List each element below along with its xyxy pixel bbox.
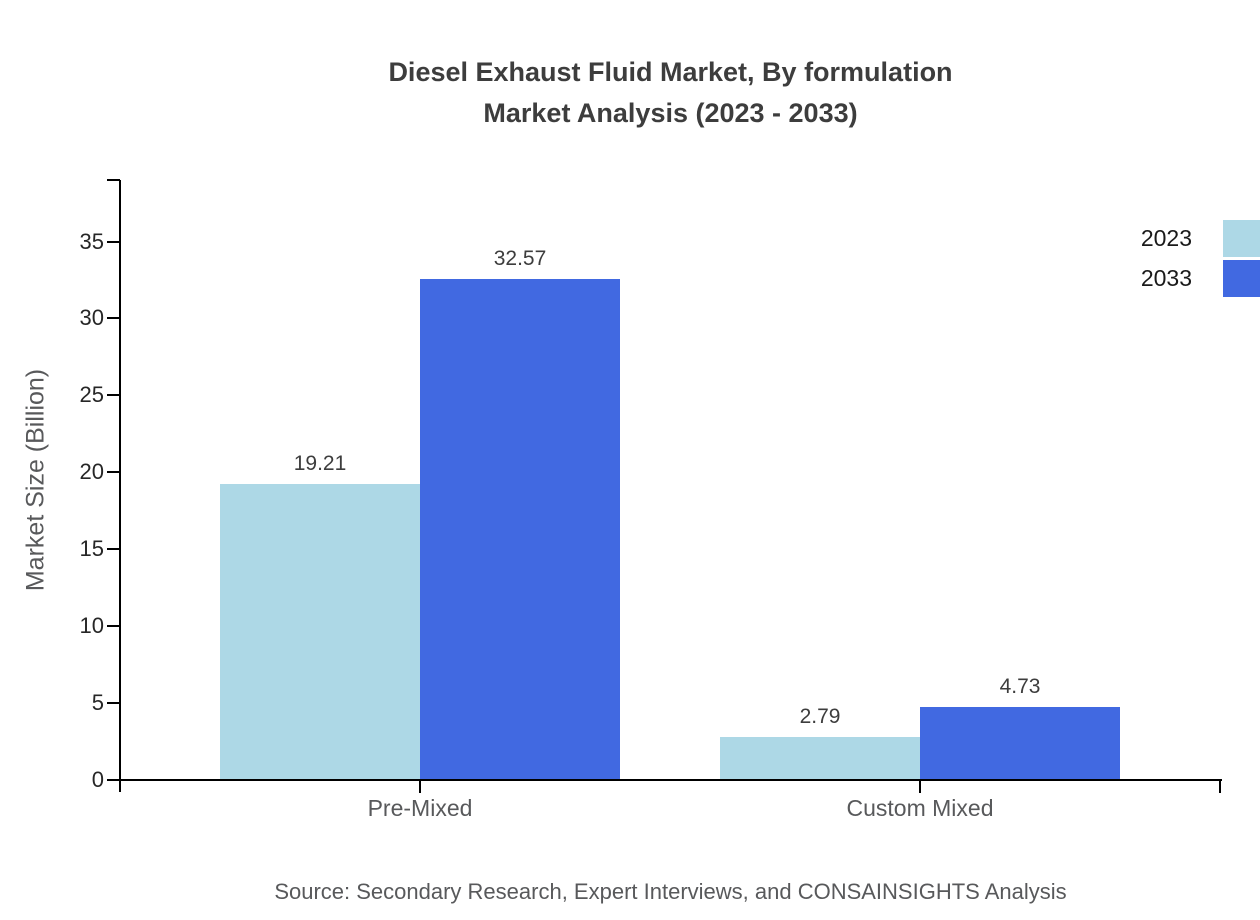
y-tick-label: 15 [79,536,104,562]
y-tick-label: 20 [79,459,104,485]
legend-label: 2033 [1140,265,1192,291]
x-tick-mark [919,781,921,793]
y-tick-label: 25 [79,382,104,408]
x-axis-line [119,779,1222,781]
bar-value-label: 2.79 [799,705,841,729]
legend-item-2023: 2023 [1141,220,1260,257]
y-tick-mark [107,317,120,320]
y-axis-line [119,180,121,792]
y-tick-label: 0 [91,767,104,792]
y-tick-mark [107,240,120,243]
y-tick-label: 30 [79,305,104,331]
legend-label: 2023 [1140,225,1192,251]
y-tick-label: 5 [91,690,104,716]
y-tick-mark [107,471,120,474]
y-tick-mark [107,779,120,781]
bar-2023-pre-mixed [220,484,420,780]
x-axis-end-tick [1219,781,1221,793]
bar-2033-custom-mixed [920,707,1120,780]
x-category-label: Pre-Mixed [367,795,473,821]
y-tick-mark [107,625,120,628]
legend-item-2033: 2033 [1141,260,1260,297]
y-tick-label: 10 [79,613,104,639]
chart-title: Diesel Exhaust Fluid Market, By formulat… [120,52,1221,134]
y-axis-end-tick [107,179,120,181]
y-tick-mark [107,702,120,705]
bar-2023-custom-mixed [720,737,920,780]
bar-value-label: 19.21 [293,452,347,476]
y-tick-mark [107,394,120,397]
legend-swatch [1223,260,1260,297]
x-category-label: Custom Mixed [846,795,994,821]
y-tick-mark [107,548,120,551]
legend-swatch [1223,220,1260,257]
bar-2033-pre-mixed [420,278,620,780]
x-tick-mark [419,781,421,793]
bar-value-label: 4.73 [999,675,1041,699]
chart-title-line1: Diesel Exhaust Fluid Market, By formulat… [388,57,953,87]
legend: 2023 2033 [1141,220,1260,300]
chart-title-line2: Market Analysis (2023 - 2033) [483,98,858,128]
y-tick-label: 35 [79,228,104,254]
bar-value-label: 32.57 [493,246,547,270]
source-note: Source: Secondary Research, Expert Inter… [274,879,1067,904]
